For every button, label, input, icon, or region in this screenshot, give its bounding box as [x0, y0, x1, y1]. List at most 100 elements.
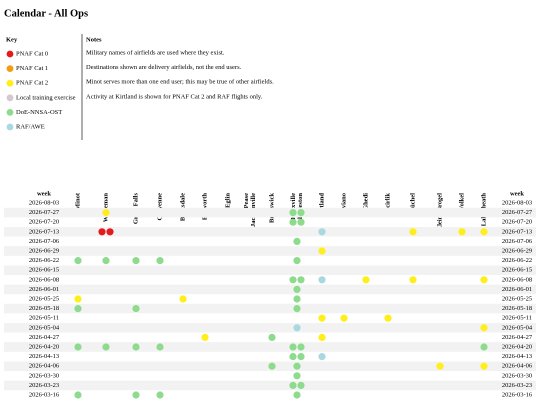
- activity-dot: [74, 391, 82, 399]
- activity-dot: [74, 257, 82, 265]
- column-header: Eglin: [224, 193, 231, 208]
- key-label: DoE-NNSA-OST: [16, 109, 62, 116]
- row-band: [4, 303, 536, 314]
- row-band: [4, 246, 536, 256]
- column-header: Volkel: [458, 193, 465, 211]
- activity-dot: [297, 353, 305, 361]
- week-label: 2026-06-29: [502, 247, 532, 254]
- week-label: 2026-05-11: [502, 315, 532, 322]
- activity-dot: [102, 209, 110, 217]
- week-label: 2026-07-27: [502, 209, 533, 216]
- week-label: 2026-07-13: [502, 228, 532, 235]
- activity-dot: [289, 218, 297, 226]
- week-label: 2026-07-06: [29, 238, 60, 245]
- column-header: Ghedi: [362, 193, 369, 210]
- key-label: Local training exercise: [16, 94, 76, 101]
- week-label: 2026-06-08: [29, 276, 59, 283]
- column-header: Minot: [74, 192, 81, 210]
- activity-dot: [480, 362, 488, 370]
- week-label: 2026-03-23: [29, 382, 59, 389]
- activity-dot: [156, 391, 164, 399]
- activity-dot: [293, 295, 301, 303]
- activity-dot: [318, 333, 326, 341]
- key-heading: Key: [6, 36, 18, 43]
- activity-dot: [74, 343, 82, 351]
- week-label: 2026-07-13: [29, 228, 59, 235]
- activity-dot: [74, 295, 82, 303]
- week-label: 2026-04-06: [502, 363, 533, 370]
- week-label: 2026-03-23: [502, 382, 532, 389]
- activity-dot: [293, 305, 301, 313]
- week-label: 2026-04-20: [29, 343, 59, 350]
- activity-dot: [293, 324, 301, 332]
- week-label: 2026-03-30: [29, 372, 59, 379]
- row-band: [4, 284, 536, 295]
- week-label: 2026-03-30: [502, 372, 532, 379]
- note-line: Destinations shown are delivery airfield…: [86, 64, 242, 71]
- week-label: 2026-04-27: [29, 334, 60, 341]
- key-swatch: [6, 123, 14, 131]
- week-label: 2026-06-08: [502, 276, 532, 283]
- activity-dot: [106, 228, 114, 236]
- column-header: Büchel: [409, 193, 416, 212]
- note-line: Activity at Kirtland is shown for PNAF C…: [86, 93, 263, 100]
- activity-dot: [297, 381, 305, 389]
- column-header: Incirlik: [384, 193, 391, 214]
- activity-dot: [132, 305, 140, 313]
- week-label: 2026-05-25: [502, 295, 532, 302]
- key-label: PNAF Cat 0: [16, 50, 48, 57]
- week-label: 2026-06-22: [502, 257, 532, 264]
- activity-dot: [293, 391, 301, 399]
- activity-dot: [293, 237, 301, 245]
- column-header: Barksdale: [179, 193, 186, 221]
- calendar-table: weekweekMinotWhitemanGreat FallsCheyenne…: [4, 190, 536, 399]
- key-swatch: [6, 79, 14, 87]
- week-label: 2026-06-15: [29, 267, 59, 274]
- column-header: Kirtland: [318, 193, 325, 218]
- activity-dot: [436, 362, 444, 370]
- activity-dot: [289, 381, 297, 389]
- activity-dot: [293, 257, 301, 265]
- activity-dot: [409, 228, 417, 236]
- activity-dot: [297, 209, 305, 217]
- week-label: 2026-06-01: [502, 286, 532, 293]
- activity-dot: [318, 353, 326, 361]
- activity-dot: [318, 276, 326, 284]
- activity-dot: [132, 391, 140, 399]
- activity-dot: [340, 314, 348, 322]
- key-swatch: [6, 94, 14, 102]
- week-label: 2026-03-16: [502, 391, 533, 398]
- activity-dot: [98, 228, 106, 236]
- week-label: 2026-07-27: [29, 209, 60, 216]
- week-label: 2026-05-18: [502, 305, 532, 312]
- activity-dot: [289, 209, 297, 217]
- activity-dot: [132, 257, 140, 265]
- activity-dot: [318, 314, 326, 322]
- activity-dot: [480, 324, 488, 332]
- week-label: 2026-06-22: [29, 257, 59, 264]
- activity-dot: [289, 343, 297, 351]
- activity-dot: [384, 314, 392, 322]
- column-header: Aviano: [340, 193, 347, 212]
- activity-dot: [289, 276, 297, 284]
- week-header: week: [510, 190, 524, 197]
- week-label: 2026-06-29: [29, 247, 59, 254]
- activity-dot: [480, 276, 488, 284]
- note-line: Military names of airfields are used whe…: [86, 49, 225, 56]
- key-label: RAF/AWE: [16, 123, 45, 130]
- row-band: [4, 380, 536, 391]
- column-header: Knoxville: [290, 193, 297, 220]
- week-label: 2026-04-13: [29, 353, 59, 360]
- activity-dot: [297, 218, 305, 226]
- note-line: Minot serves more than one end user; thi…: [86, 79, 274, 86]
- week-label: 2026-05-18: [29, 305, 59, 312]
- week-label: 2026-05-25: [29, 295, 59, 302]
- activity-dot: [179, 295, 187, 303]
- activity-dot: [289, 353, 297, 361]
- key-swatch: [6, 109, 14, 116]
- activity-dot: [102, 343, 110, 351]
- week-label: 2026-05-11: [29, 315, 59, 322]
- key-swatch: [6, 50, 14, 58]
